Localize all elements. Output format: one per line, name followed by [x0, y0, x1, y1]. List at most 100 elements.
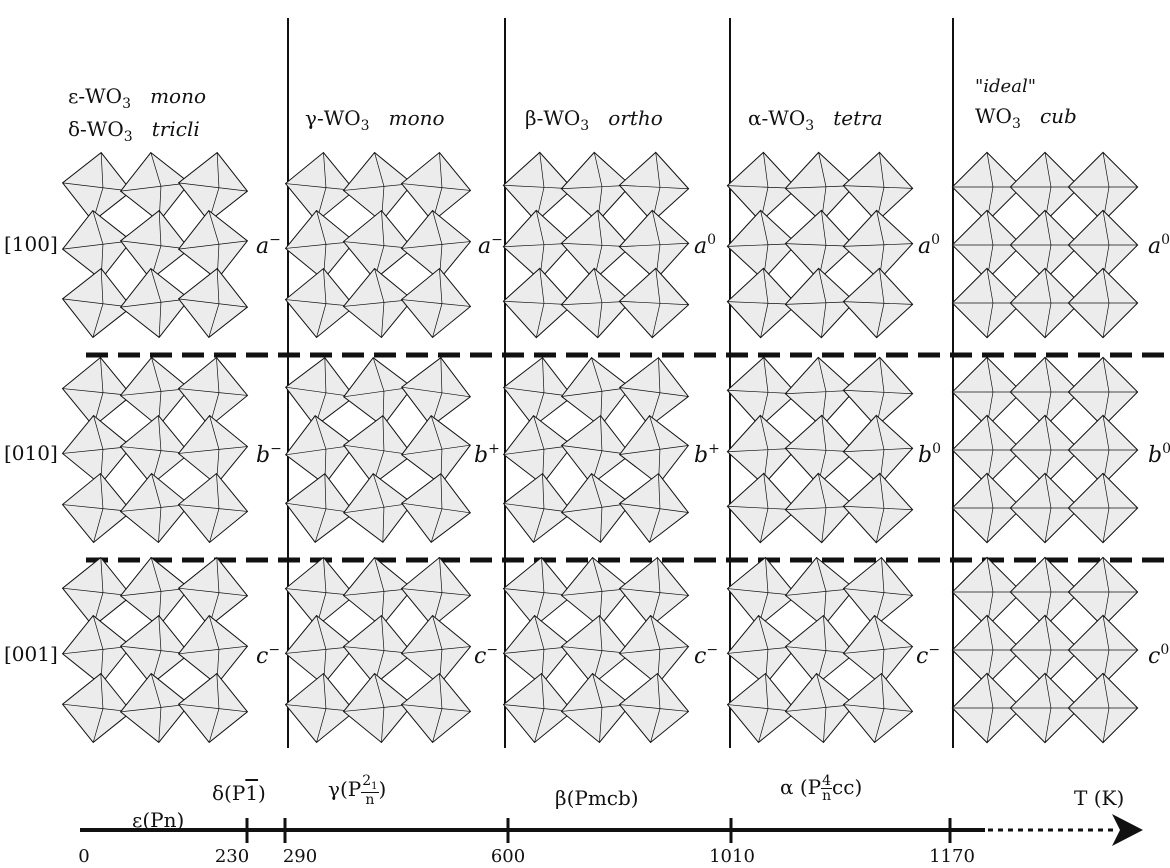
tilt-label-beta-b: b+: [694, 441, 720, 468]
octahedron-edges: [1010, 152, 1080, 222]
octahedron-edges: [401, 673, 471, 743]
octahedron-edges: [1010, 357, 1080, 427]
axis-label-temperature: T (K): [1074, 786, 1125, 810]
octahedra-panel: [726, 356, 914, 544]
tilt-label-cub-c: c0: [1148, 642, 1170, 669]
phase-header-alpha: α-WO3 tetra: [748, 106, 883, 134]
axis-arrow-head: [1112, 814, 1143, 846]
octahedron-edges: [343, 615, 413, 685]
octahedron-edges: [178, 152, 248, 222]
octahedron-edges: [1010, 415, 1080, 485]
octahedron-edges: [619, 473, 689, 543]
octahedron-edges: [285, 210, 355, 280]
octahedron-edges: [1010, 473, 1080, 543]
octahedron-edges: [1010, 268, 1080, 338]
octahedron-edges: [1068, 415, 1138, 485]
octahedron-edges: [1068, 268, 1138, 338]
octahedron-edges: [727, 210, 797, 280]
tilt-label-eps-c: c−: [256, 642, 281, 669]
octahedron-edges: [561, 615, 631, 685]
octahedron-edges: [561, 268, 631, 338]
octahedron-edges: [1068, 473, 1138, 543]
tick-0: 0: [78, 846, 90, 867]
octahedron-edges: [619, 415, 689, 485]
tilt-label-cub-b: b0: [1148, 441, 1170, 468]
octahedron-edges: [343, 357, 413, 427]
octahedron-edges: [62, 673, 132, 743]
tilt-label-gamma-a: a−: [478, 232, 503, 259]
octahedron-edges: [952, 673, 1022, 743]
octahedron-edges: [785, 268, 855, 338]
cubic-line: WO3 cub: [975, 104, 1077, 132]
octahedron-edges: [561, 152, 631, 222]
phase-header-beta: β-WO3 ortho: [525, 106, 663, 134]
epsilon-line: ε-WO3 mono: [68, 84, 207, 112]
octahedron-edges: [619, 357, 689, 427]
octahedron-edges: [1068, 673, 1138, 743]
octahedron-edges: [62, 152, 132, 222]
region-delta: δ(P1): [212, 781, 266, 805]
octahedron-edges: [785, 210, 855, 280]
octahedron-edges: [561, 557, 631, 627]
tilt-label-alpha-a: a0: [918, 232, 941, 259]
octahedron-edges: [178, 210, 248, 280]
phase-header-epsilon-delta: ε-WO3 mono δ-WO3 tricli: [68, 86, 206, 144]
octahedra-panel: [951, 556, 1139, 744]
octahedron-edges: [503, 615, 573, 685]
octahedron-edges: [619, 557, 689, 627]
octahedron-edges: [62, 615, 132, 685]
octahedron-edges: [178, 357, 248, 427]
octahedron-edges: [401, 357, 471, 427]
octahedron-edges: [1010, 615, 1080, 685]
octahedron-edges: [120, 415, 190, 485]
octahedron-edges: [503, 357, 573, 427]
tilt-label-gamma-b: b+: [474, 441, 500, 468]
octahedra-panel: [61, 356, 249, 544]
octahedron-edges: [178, 615, 248, 685]
octahedron-edges: [619, 615, 689, 685]
region-beta: β(Pmcb): [555, 786, 639, 810]
octahedron-edges: [843, 557, 913, 627]
octahedron-edges: [1068, 615, 1138, 685]
octahedron-edges: [619, 210, 689, 280]
tick-1010: 1010: [709, 846, 755, 867]
octahedron-edges: [285, 268, 355, 338]
tilt-label-alpha-b: b0: [918, 441, 942, 468]
octahedron-edges: [503, 557, 573, 627]
octahedron-edges: [952, 557, 1022, 627]
octahedron-edges: [343, 557, 413, 627]
octahedra-panel: [502, 356, 690, 544]
octahedra-panel: [726, 556, 914, 744]
octahedra-panel: [502, 151, 690, 339]
octahedron-edges: [952, 415, 1022, 485]
direction-label-010: [010]: [4, 441, 58, 465]
octahedron-edges: [62, 268, 132, 338]
octahedron-edges: [1068, 557, 1138, 627]
tick-600: 600: [490, 846, 526, 867]
octahedra-panel: [502, 556, 690, 744]
octahedra-panel: [61, 151, 249, 339]
tilt-label-eps-a: a−: [256, 232, 281, 259]
octahedron-edges: [120, 210, 190, 280]
octahedra-panel: [726, 151, 914, 339]
octahedron-edges: [401, 415, 471, 485]
octahedron-edges: [785, 557, 855, 627]
octahedron-edges: [727, 615, 797, 685]
octahedron-edges: [952, 210, 1022, 280]
octahedron-edges: [62, 210, 132, 280]
region-epsilon: ε(Pn): [132, 808, 185, 832]
octahedron-edges: [285, 152, 355, 222]
octahedron-edges: [561, 357, 631, 427]
octahedron-edges: [843, 357, 913, 427]
octahedron-edges: [727, 673, 797, 743]
octahedron-edges: [503, 473, 573, 543]
direction-label-001: [001]: [4, 642, 58, 666]
octahedron-edges: [62, 557, 132, 627]
octahedron-edges: [343, 152, 413, 222]
octahedron-edges: [343, 673, 413, 743]
octahedron-edges: [401, 210, 471, 280]
octahedron-edges: [401, 268, 471, 338]
octahedron-edges: [401, 473, 471, 543]
octahedron-edges: [343, 415, 413, 485]
octahedron-edges: [120, 152, 190, 222]
